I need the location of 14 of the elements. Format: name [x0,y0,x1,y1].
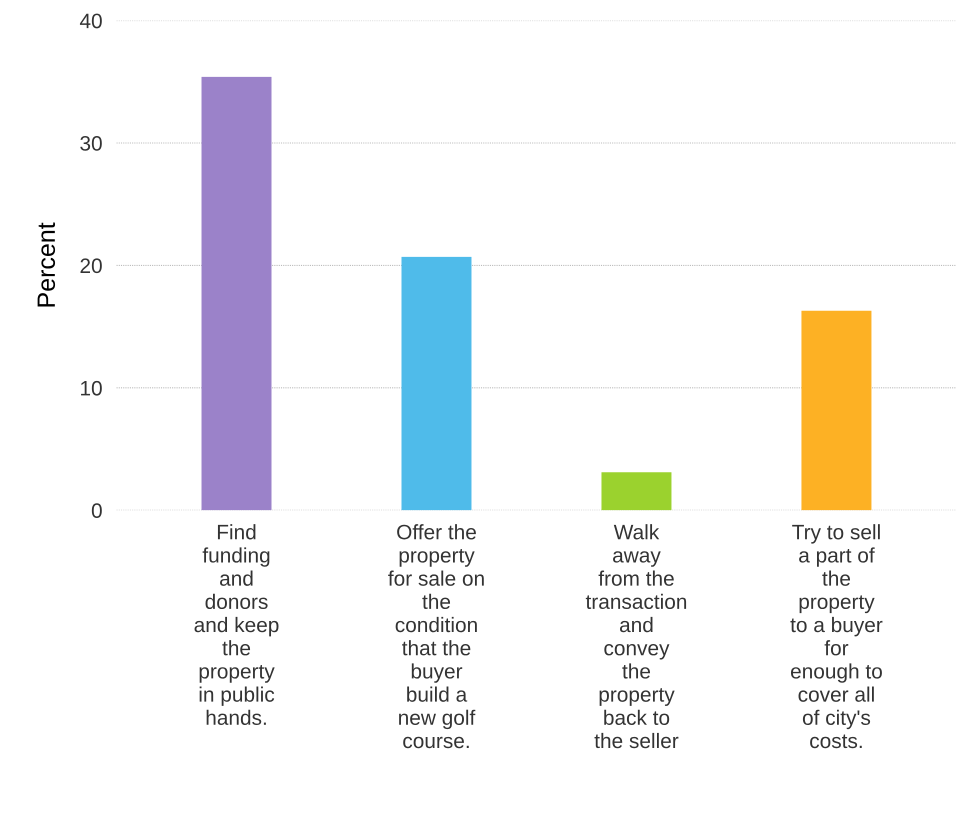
y-tick-label: 10 [81,380,102,396]
category-label: Try to sell a part of the property to a buyer for enough to cover all of city's costs. [790,524,882,748]
y-tick-label: 20 [80,258,102,274]
y-tick-label: 0 [92,503,102,518]
y-tick-label: 30 [80,136,102,151]
bar [202,76,272,510]
y-axis-title: Percent [38,222,56,306]
category-label: Offer the property for sale on the condition that the buyer build a new golf course. [388,524,484,748]
bar [801,310,872,510]
bar [401,256,472,510]
category-label: Walk away from the transaction and convey the property back to the seller [586,524,686,748]
category-label: Find funding and donors and keep the property in public hands. [194,524,278,726]
y-tick-label: 40 [80,14,102,28]
bar [601,472,672,510]
